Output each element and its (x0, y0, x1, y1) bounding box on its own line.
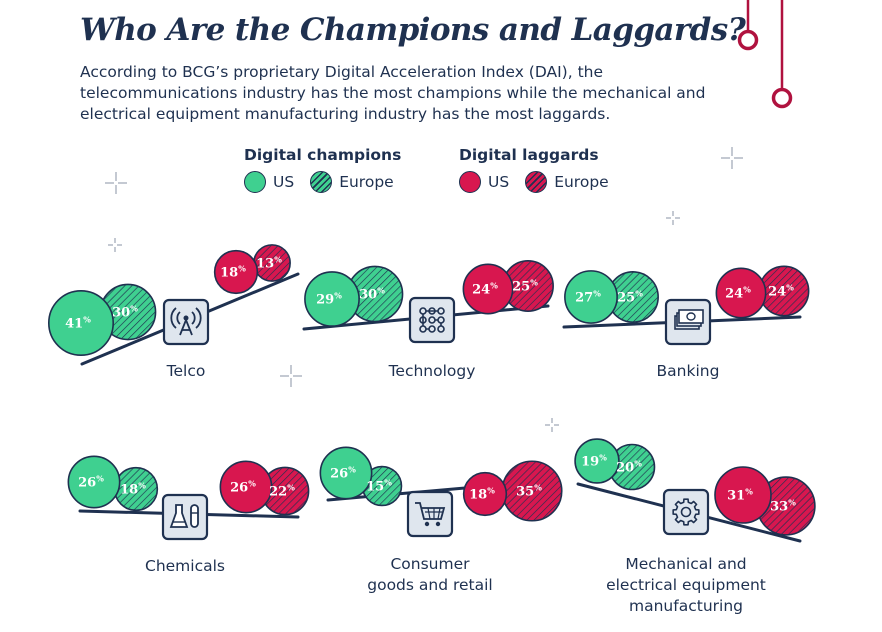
legend-champions-us-label: US (273, 173, 295, 191)
bubble-laggards-us (219, 460, 273, 514)
page-subtitle: According to BCG’s proprietary Digital A… (80, 63, 706, 123)
sparkle-icon (108, 238, 122, 252)
bubble-champions-us (304, 271, 360, 327)
cart-icon (406, 490, 454, 538)
industry-label: Banking (657, 362, 720, 380)
legend-champions-europe-label: Europe (339, 173, 394, 191)
bubble-laggards-us (714, 466, 772, 524)
legend-champions-europe-swatch (310, 171, 333, 193)
sparkle-icon (105, 172, 127, 194)
cash-icon (664, 298, 712, 346)
bubble-champions-us (319, 446, 373, 500)
bubble-laggards-us (213, 249, 259, 295)
bubble-laggards-us (462, 263, 514, 315)
industry-panel: 41% 30%18% 13%Telco (47, 244, 300, 380)
bubble-champions-us (47, 289, 115, 357)
sparkle-icon (721, 147, 743, 169)
bubble-champions-us (564, 270, 618, 324)
legend-champions: Digital champions US Europe (244, 146, 410, 193)
legend-laggards-europe-label: Europe (554, 173, 609, 191)
legend-champions-us-swatch (244, 171, 266, 193)
industry-label: electrical equipment (606, 576, 766, 594)
legend-laggards-us-swatch (459, 171, 481, 193)
sparkle-icon (545, 418, 559, 432)
industry-label: Mechanical and (625, 555, 746, 573)
industry-label: Telco (166, 362, 206, 380)
bubble-laggards-us (715, 267, 767, 319)
industry-label: Consumer (390, 555, 470, 573)
bubble-laggards-us (462, 471, 508, 517)
legend-laggards-us-label: US (488, 173, 510, 191)
legend-laggards-europe-swatch (525, 171, 548, 193)
sparkle-decorations (105, 147, 743, 432)
industry-panel: 26%18% 26%22%Chemicals (67, 455, 310, 575)
flask-icon (161, 493, 209, 541)
industry-label: manufacturing (629, 597, 743, 615)
sparkle-icon (666, 211, 680, 225)
legend-laggards-title: Digital laggards (459, 146, 599, 164)
circuit-icon (408, 296, 456, 344)
legend-champions-title: Digital champions (244, 146, 402, 164)
gear-icon (662, 488, 710, 536)
antenna-icon (162, 298, 210, 346)
industry-label: goods and retail (367, 576, 493, 594)
top-right-decoration (737, 0, 793, 109)
industry-label: Technology (388, 362, 476, 380)
industry-panel: 29% 30% 24% 25%Technology (302, 260, 554, 380)
bubble-champions-us (67, 455, 121, 509)
legend-laggards: Digital laggards US Europe (459, 146, 625, 193)
bubble-champions-us (574, 438, 620, 484)
page-title: Who Are the Champions and Laggards? (80, 12, 746, 48)
industry-panel: 27% 25% 24% 24%Banking (562, 265, 810, 380)
industry-label: Chemicals (145, 557, 225, 575)
sparkle-icon (280, 365, 302, 387)
